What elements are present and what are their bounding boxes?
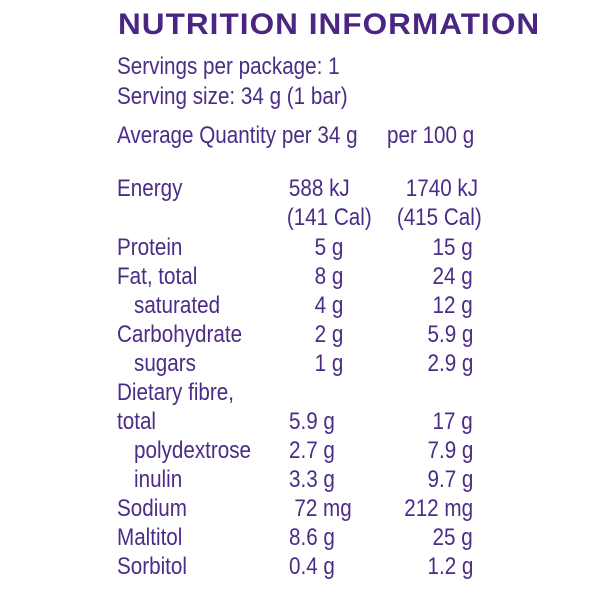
row-per-serve: 5.9 g (289, 408, 335, 435)
row-per-100g: 25 g (432, 524, 473, 551)
row-sodium: Sodium 72 mg 212 mg (0, 494, 600, 523)
row-label: Dietary fibre, (117, 379, 235, 406)
row-per-100g: 7.9 g (427, 437, 473, 464)
row-per-100g: 24 g (432, 263, 473, 290)
row-per-100g: 15 g (432, 234, 473, 261)
row-per-serve: 72 mg (294, 495, 352, 522)
row-protein: Protein 5 g 15 g (0, 233, 600, 262)
row-saturated: saturated 4 g 12 g (0, 291, 600, 320)
row-label: sugars (134, 350, 196, 377)
row-maltitol: Maltitol 8.6 g 25 g (0, 523, 600, 552)
row-label: total (117, 408, 157, 435)
row-label: Fat, total (117, 263, 198, 290)
row-per-100g: 2.9 g (427, 350, 473, 377)
serving-size: Serving size: 34 g (1 bar) (117, 83, 348, 110)
energy-kj-per-100g: 1740 kJ (405, 175, 478, 202)
row-per-serve: 4 g (314, 292, 343, 319)
row-per-serve: 1 g (314, 350, 343, 377)
row-per-serve: 8 g (314, 263, 343, 290)
energy-cal-per-100g: (415 Cal) (397, 204, 482, 231)
row-fibre-total: total 5.9 g 17 g (0, 407, 600, 436)
row-per-serve: 5 g (314, 234, 343, 261)
row-energy: Energy 588 kJ 1740 kJ (0, 174, 600, 203)
row-per-100g: 1.2 g (427, 553, 473, 580)
row-inulin: inulin 3.3 g 9.7 g (0, 465, 600, 494)
row-per-serve: 8.6 g (289, 524, 335, 551)
row-label: inulin (134, 466, 183, 493)
panel-title: NUTRITION INFORMATION (118, 8, 541, 41)
row-per-serve: 3.3 g (289, 466, 335, 493)
servings-per-package: Servings per package: 1 (117, 53, 340, 80)
row-sugars: sugars 1 g 2.9 g (0, 349, 600, 378)
row-label: Maltitol (117, 524, 183, 551)
row-per-100g: 212 mg (404, 495, 473, 522)
row-per-serve: 2.7 g (289, 437, 335, 464)
row-carbohydrate: Carbohydrate 2 g 5.9 g (0, 320, 600, 349)
header-average-quantity: Average Quantity per 34 g (117, 122, 358, 149)
row-label: Energy (117, 175, 183, 202)
row-per-100g: 12 g (432, 292, 473, 319)
row-sorbitol: Sorbitol 0.4 g 1.2 g (0, 552, 600, 581)
energy-kj-per-serve: 588 kJ (289, 175, 350, 202)
row-label: Sodium (117, 495, 187, 522)
row-energy-cal: (141 Cal) (415 Cal) (0, 203, 600, 232)
row-per-100g: 17 g (432, 408, 473, 435)
energy-cal-per-serve: (141 Cal) (287, 204, 372, 231)
row-label: polydextrose (134, 437, 252, 464)
row-polydextrose: polydextrose 2.7 g 7.9 g (0, 436, 600, 465)
row-label: Sorbitol (117, 553, 187, 580)
row-label: saturated (134, 292, 221, 319)
row-per-100g: 9.7 g (427, 466, 473, 493)
row-per-serve: 2 g (314, 321, 343, 348)
row-fat-total: Fat, total 8 g 24 g (0, 262, 600, 291)
row-label: Protein (117, 234, 183, 261)
header-per-100g: per 100 g (387, 122, 475, 149)
row-dietary-fibre: Dietary fibre, (0, 378, 600, 407)
row-per-serve: 0.4 g (289, 553, 335, 580)
row-label: Carbohydrate (117, 321, 243, 348)
row-per-100g: 5.9 g (427, 321, 473, 348)
